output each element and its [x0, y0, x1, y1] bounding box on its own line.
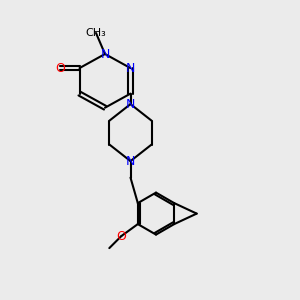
Text: N: N: [100, 47, 110, 61]
Text: CH₃: CH₃: [85, 28, 106, 38]
Text: N: N: [126, 98, 135, 111]
Text: N: N: [126, 61, 135, 75]
Text: O: O: [55, 61, 65, 75]
Text: N: N: [126, 154, 135, 168]
Text: O: O: [116, 230, 126, 243]
